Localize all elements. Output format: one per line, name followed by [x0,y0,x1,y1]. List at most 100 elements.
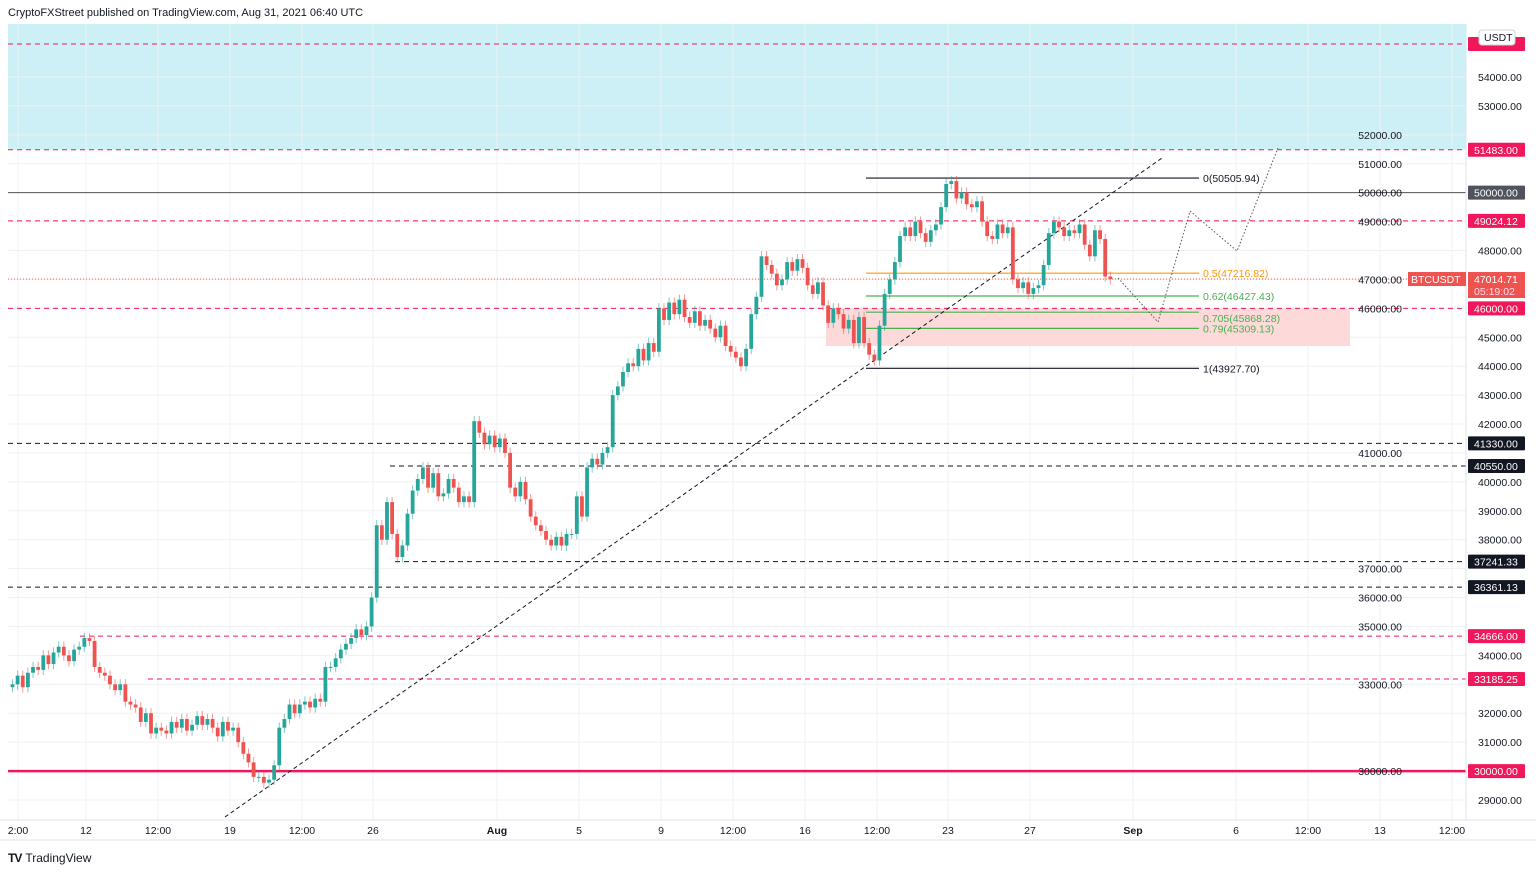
candle-body [246,753,251,763]
price-tick-label: 29000.00 [1478,795,1522,807]
candle-body [821,282,825,306]
candle-body [826,305,831,323]
candle-body [769,264,774,274]
candle-body [87,638,92,641]
level-37241.33-badge-label: 37241.33 [1474,557,1518,569]
candle-body [236,727,241,743]
level-33185.25-badge-label: 33185.25 [1474,674,1518,686]
support-zone [826,308,1350,346]
candle-body [333,658,338,667]
candle-body [400,545,405,558]
candle-body [395,533,400,558]
fib-label-0.5: 0.5(47216.82) [1203,268,1268,280]
candle-body [231,727,235,731]
time-tick-label: Aug [487,825,507,837]
candle-body [923,233,928,242]
candle-body [631,363,636,367]
candle-body [241,742,246,754]
currency-tag [1478,29,1516,46]
candle-body [949,181,954,185]
price-tick-label: 51000.00 [1358,159,1402,171]
candle-body [328,666,333,668]
tradingview-footer[interactable]: TV TradingView [8,851,91,865]
candle-body [143,713,148,722]
candle-body [123,684,128,702]
price-tick-label: 47000.00 [1358,274,1402,286]
candle-body [990,236,995,239]
price-tick-label: 38000.00 [1478,535,1522,547]
candle-body [1077,224,1082,234]
candle-body [431,473,436,488]
candle-body [538,525,543,532]
level-30000.00-badge [1468,764,1525,779]
candle-body [667,302,672,320]
price-tick-label: 48000.00 [1478,246,1522,258]
candle-body [805,267,810,286]
candle-body [857,317,861,344]
candle-body [928,230,933,242]
current-price-label: 47014.71 [1474,274,1518,286]
candle-body [836,308,841,315]
price-tick-label: 30000.00 [1358,766,1402,778]
candle-body [323,666,328,702]
candle-body [467,496,471,503]
candle-body [872,354,877,361]
candle-body [205,719,210,725]
level-37241.33-badge [1468,554,1525,569]
time-tick-label: 23 [942,825,954,837]
candle-body [256,776,261,778]
candle-body [369,597,374,627]
candle-body [723,325,728,346]
candle-body [51,652,56,665]
current-price-badge [1468,272,1525,299]
level-51483.00-badge-label: 51483.00 [1474,145,1518,157]
candle-body [903,227,908,237]
level-40550.00-badge [1468,458,1525,473]
candle-body [980,201,984,222]
trendline [224,157,1163,818]
bar-countdown-label: 05:19:02 [1474,286,1515,298]
candle-body [698,311,702,326]
candle-body [533,516,538,526]
candle-body [692,311,697,323]
candle-body [1021,282,1026,289]
candle-body [1072,230,1077,234]
price-tick-label: 54000.00 [1478,72,1522,84]
candle-body [1067,230,1072,237]
level-49024.12-badge [1468,213,1525,228]
candle-body [82,638,87,647]
level-49024.12-badge-label: 49024.12 [1474,216,1518,228]
price-tick-label: 32000.00 [1478,708,1522,720]
candle-body [61,646,66,656]
candle-body [995,224,1000,239]
candle-body [580,496,584,517]
price-tick-label: 50000.00 [1358,188,1402,200]
candle-body [185,719,189,731]
time-tick-label: 12:00 [864,825,890,837]
candle-body [523,481,528,500]
time-tick-label: 5 [576,825,582,837]
candle-body [1093,230,1097,257]
candle-body [36,666,41,670]
candle-body [174,721,179,728]
candle-body [1005,227,1010,234]
candle-body [190,724,194,731]
fib-label-1: 1(43927.70) [1203,363,1260,375]
candle-body [964,192,969,205]
candle-body [92,640,97,667]
symbol-badge [1408,272,1466,287]
candle-body [261,776,266,783]
price-chart[interactable]: 0(50505.94) 0.5(47216.82) 0.62(46427.43) 0.… [0,0,1536,845]
candle-body [795,259,800,271]
candle-body [10,684,15,688]
price-tick-label: 35000.00 [1358,621,1402,633]
time-tick-label: 12 [80,825,92,837]
time-tick-label: Sep [1123,825,1142,837]
candle-body [374,525,379,598]
candle-body [687,317,692,323]
candle-body [1010,227,1015,280]
publisher-header: CryptoFXStreet published on TradingView.… [8,7,364,19]
candle-body [272,765,277,780]
candle-body [77,646,82,650]
level-41330.00-badge-label: 41330.00 [1474,438,1518,450]
